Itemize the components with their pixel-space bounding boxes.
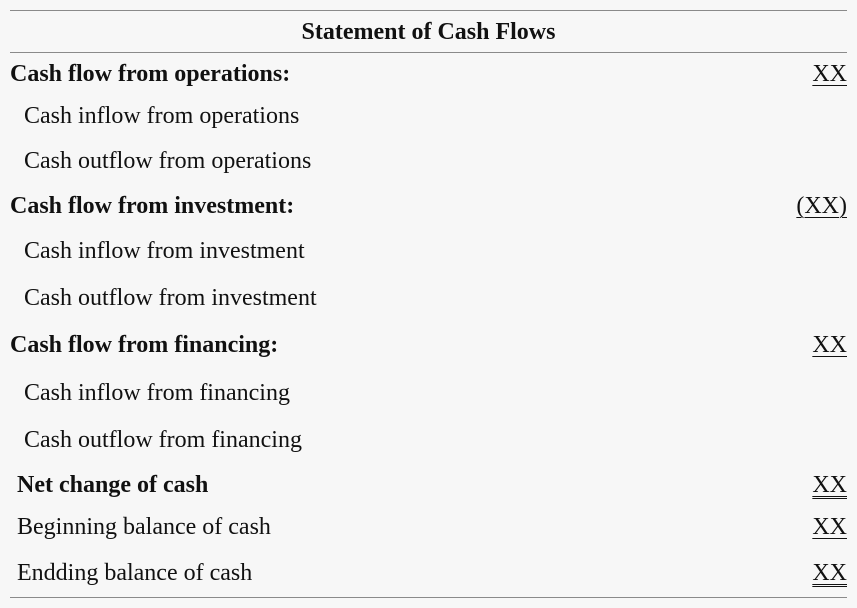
investment-row: Cash flow from investment: (XX) (10, 191, 847, 221)
financing-outflow-label: Cash outflow from financing (24, 427, 302, 453)
operations-inflow-row: Cash inflow from operations (10, 101, 847, 131)
investment-amount: (XX) (796, 193, 847, 219)
beginning-balance-row: Beginning balance of cash XX (10, 512, 847, 542)
statement-title: Statement of Cash Flows (301, 19, 556, 45)
bottom-rule (10, 597, 847, 598)
ending-balance-label: Endding balance of cash (17, 560, 253, 586)
financing-amount: XX (812, 332, 847, 358)
net-change-row: Net change of cash XX (10, 470, 847, 500)
beginning-balance-amount: XX (812, 514, 847, 540)
investment-inflow-label: Cash inflow from investment (24, 238, 305, 264)
ending-balance-amount: XX (812, 560, 847, 586)
financing-label: Cash flow from financing: (10, 332, 279, 358)
financing-inflow-label: Cash inflow from financing (24, 380, 290, 406)
top-rule (10, 10, 847, 11)
financing-inflow-row: Cash inflow from financing (10, 378, 847, 408)
financing-row: Cash flow from financing: XX (10, 330, 847, 360)
operations-amount: XX (812, 61, 847, 87)
beginning-balance-label: Beginning balance of cash (17, 514, 271, 540)
header-rule (10, 52, 847, 53)
ending-balance-row: Endding balance of cash XX (10, 558, 847, 588)
operations-outflow-row: Cash outflow from operations (10, 146, 847, 176)
operations-outflow-label: Cash outflow from operations (24, 148, 312, 174)
investment-inflow-row: Cash inflow from investment (10, 236, 847, 266)
financing-outflow-row: Cash outflow from financing (10, 425, 847, 455)
investment-label: Cash flow from investment: (10, 193, 295, 219)
investment-outflow-row: Cash outflow from investment (10, 283, 847, 313)
net-change-label: Net change of cash (17, 472, 209, 498)
operations-label: Cash flow from operations: (10, 61, 291, 87)
operations-inflow-label: Cash inflow from operations (24, 103, 300, 129)
operations-row: Cash flow from operations: XX (10, 59, 847, 89)
investment-outflow-label: Cash outflow from investment (24, 285, 317, 311)
net-change-amount: XX (812, 472, 847, 498)
